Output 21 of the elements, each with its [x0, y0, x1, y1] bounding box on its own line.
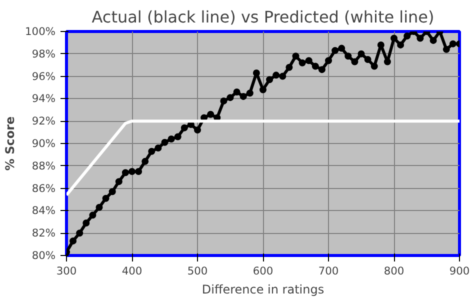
y-tick-label: 86% — [32, 182, 56, 195]
x-tick-label: 600 — [252, 264, 274, 278]
x-tick-label: 300 — [56, 264, 77, 278]
x-tick-label: 800 — [384, 264, 404, 278]
x-tick-label: 500 — [187, 264, 208, 278]
y-tick-label: 90% — [32, 137, 56, 150]
y-tick-label: 92% — [32, 114, 56, 128]
x-tick-label: 700 — [318, 264, 339, 278]
y-tick-label: 98% — [32, 47, 56, 60]
y-tick-label: 88% — [32, 159, 56, 172]
x-tick-label: 900 — [449, 264, 470, 278]
y-axis-title: % Score — [3, 116, 18, 171]
y-tick-label: 94% — [32, 92, 56, 106]
x-axis-title: Difference in ratings — [202, 282, 324, 296]
y-tick-label: 84% — [32, 204, 56, 218]
x-tick-label: 400 — [122, 264, 142, 278]
y-tick-label: 100% — [25, 25, 56, 38]
y-tick-label: 82% — [32, 226, 56, 240]
y-tick-label: 80% — [32, 249, 56, 262]
chart-title: Actual (black line) vs Predicted (white line) — [92, 8, 434, 26]
y-tick-label: 96% — [32, 70, 56, 83]
